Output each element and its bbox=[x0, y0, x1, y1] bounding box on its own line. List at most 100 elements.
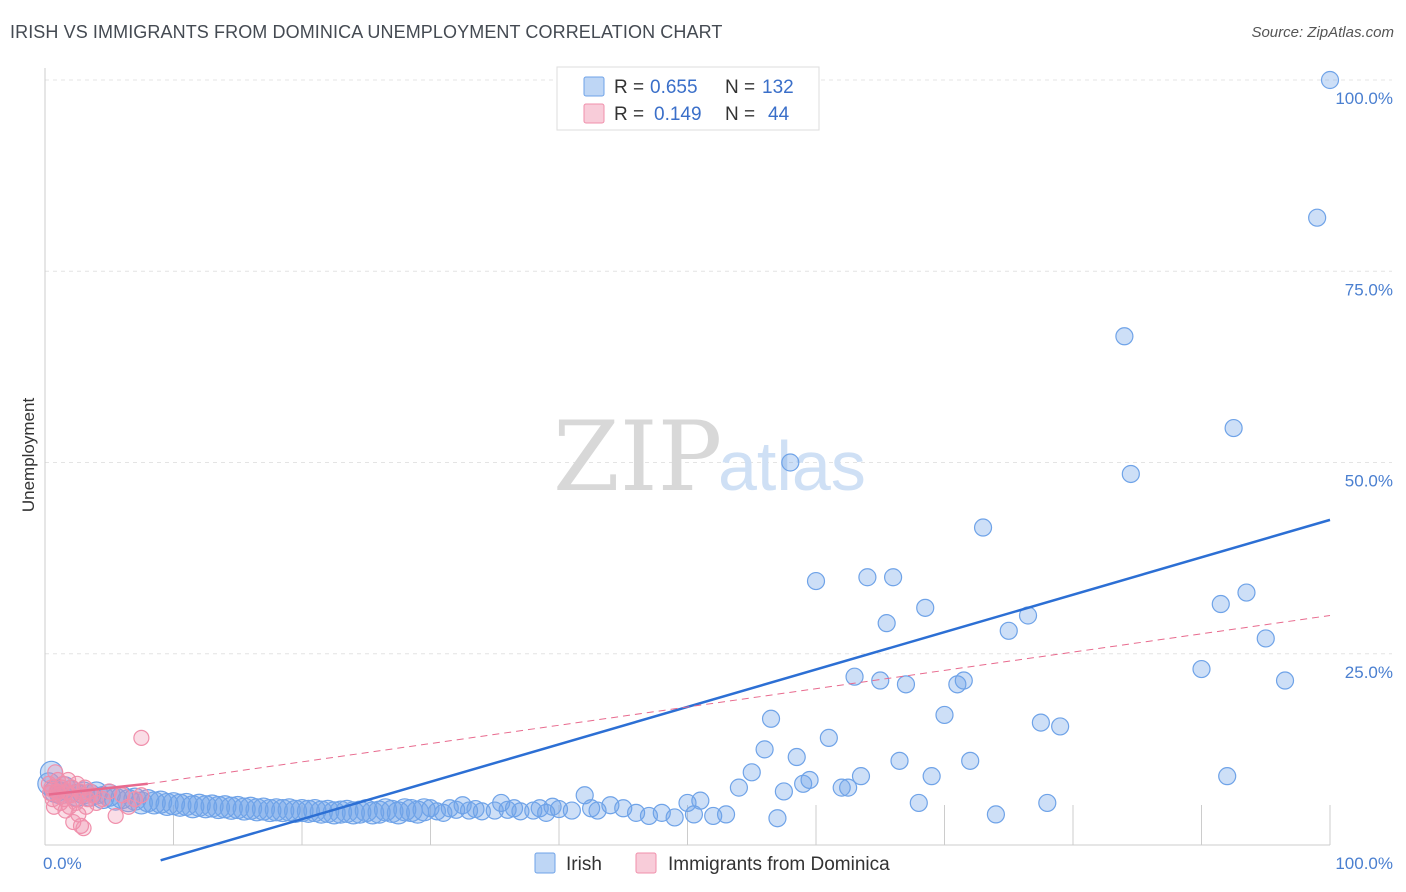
irish-point bbox=[1275, 671, 1295, 690]
bottom-legend-swatch-irish bbox=[534, 852, 556, 874]
irish-point bbox=[961, 751, 980, 770]
irish-point bbox=[271, 798, 295, 823]
irish-point bbox=[890, 751, 909, 770]
legend-n-label-irish: N = bbox=[725, 77, 755, 98]
irish-point bbox=[871, 671, 890, 690]
watermark: ZIP atlas bbox=[553, 401, 866, 513]
dominica-point bbox=[72, 817, 90, 834]
tick-labels: 25.0% 50.0% 75.0% 100.0% 0.0% 100.0% bbox=[43, 89, 1393, 873]
irish-point bbox=[922, 767, 941, 786]
irish-point bbox=[1218, 767, 1237, 786]
irish-point bbox=[806, 571, 826, 591]
irish-point bbox=[1192, 659, 1211, 679]
irish-point bbox=[194, 795, 218, 819]
irish-point bbox=[1237, 583, 1256, 602]
dominica-point bbox=[107, 807, 124, 825]
irish-point bbox=[761, 709, 781, 728]
dominica-trend-line-solid bbox=[48, 782, 148, 796]
irish-point bbox=[999, 621, 1018, 640]
dominica-point bbox=[75, 820, 92, 837]
irish-point bbox=[832, 778, 851, 797]
chart-title: IRISH VS IMMIGRANTS FROM DOMINICA UNEMPL… bbox=[10, 22, 723, 42]
irish-point bbox=[206, 795, 231, 820]
irish-point bbox=[232, 797, 256, 821]
dominica-point bbox=[84, 787, 101, 804]
irish-point bbox=[858, 568, 877, 587]
irish-point bbox=[1320, 70, 1340, 90]
irish-point bbox=[1308, 208, 1327, 227]
bottom-legend-label-dominica: Immigrants from Dominica bbox=[668, 854, 890, 875]
y-tick-label: 100.0% bbox=[1335, 89, 1393, 108]
irish-point bbox=[472, 802, 491, 821]
irish-point bbox=[909, 793, 928, 813]
irish-point bbox=[973, 518, 993, 537]
y-tick-label: 75.0% bbox=[1345, 280, 1393, 299]
irish-point bbox=[447, 800, 466, 819]
irish-point bbox=[774, 782, 793, 801]
dominica-point bbox=[133, 787, 150, 804]
y-axis-label: Unemployment bbox=[19, 398, 38, 513]
legend-r-label-dominica: R = bbox=[614, 104, 644, 125]
irish-point bbox=[245, 798, 269, 822]
legend-n-value-irish: 132 bbox=[762, 77, 794, 98]
irish-point bbox=[742, 763, 761, 782]
legend-n-value-dominica: 44 bbox=[768, 104, 790, 125]
irish-point bbox=[1115, 327, 1134, 346]
irish-point bbox=[716, 805, 736, 824]
legend-r-value-dominica: 0.149 bbox=[654, 104, 702, 125]
irish-point bbox=[283, 799, 308, 823]
legend-swatch-irish bbox=[583, 76, 605, 97]
irish-trend-line bbox=[160, 518, 1331, 862]
legend-swatch-dominica bbox=[583, 103, 605, 124]
axes bbox=[44, 68, 1331, 846]
series-legend: Irish Immigrants from Dominica bbox=[534, 852, 890, 875]
watermark-zip: ZIP bbox=[553, 401, 722, 513]
dominica-point bbox=[60, 771, 77, 789]
irish-point bbox=[691, 791, 710, 810]
irish-point bbox=[1256, 629, 1275, 648]
irish-point bbox=[935, 705, 954, 725]
irish-point bbox=[877, 614, 896, 633]
irish-point bbox=[916, 598, 935, 617]
bottom-legend-swatch-dominica bbox=[635, 852, 657, 874]
irish-point bbox=[1031, 713, 1050, 732]
irish-point bbox=[168, 793, 192, 817]
irish-point bbox=[258, 798, 282, 823]
irish-point bbox=[290, 798, 314, 823]
dominica-trend-line-dashed bbox=[147, 615, 1331, 785]
y-tick-label: 25.0% bbox=[1345, 663, 1393, 682]
irish-point bbox=[309, 800, 333, 824]
irish-point bbox=[729, 778, 749, 797]
irish-point bbox=[264, 798, 288, 822]
irish-point bbox=[219, 796, 243, 820]
irish-point bbox=[781, 453, 800, 472]
irish-point bbox=[954, 671, 973, 690]
irish-point bbox=[562, 801, 581, 820]
irish-point bbox=[459, 801, 479, 820]
irish-point bbox=[511, 802, 530, 821]
irish-point bbox=[665, 808, 684, 827]
legend-r-label-irish: R = bbox=[614, 77, 644, 98]
bottom-legend-label-irish: Irish bbox=[566, 854, 602, 875]
legend-n-label-dominica: N = bbox=[725, 104, 755, 125]
irish-point bbox=[819, 728, 838, 748]
irish-point bbox=[839, 778, 858, 797]
irish-point bbox=[1121, 464, 1140, 484]
irish-point bbox=[768, 809, 787, 828]
irish-point bbox=[896, 675, 916, 694]
irish-point bbox=[155, 792, 179, 817]
x-tick-label-max: 100.0% bbox=[1335, 854, 1393, 873]
irish-point bbox=[800, 770, 819, 790]
irish-point bbox=[851, 767, 871, 786]
dominica-point bbox=[133, 729, 150, 747]
x-tick-label-min: 0.0% bbox=[43, 854, 82, 873]
irish-point bbox=[986, 805, 1006, 824]
irish-point bbox=[1051, 717, 1070, 736]
irish-point bbox=[1038, 793, 1057, 813]
irish-point bbox=[883, 568, 903, 587]
irish-points bbox=[37, 70, 1340, 828]
trend-lines bbox=[48, 518, 1331, 862]
correlation-legend: R = 0.655 N = 132 R = 0.149 N = 44 bbox=[556, 66, 820, 131]
irish-point bbox=[1224, 418, 1243, 438]
